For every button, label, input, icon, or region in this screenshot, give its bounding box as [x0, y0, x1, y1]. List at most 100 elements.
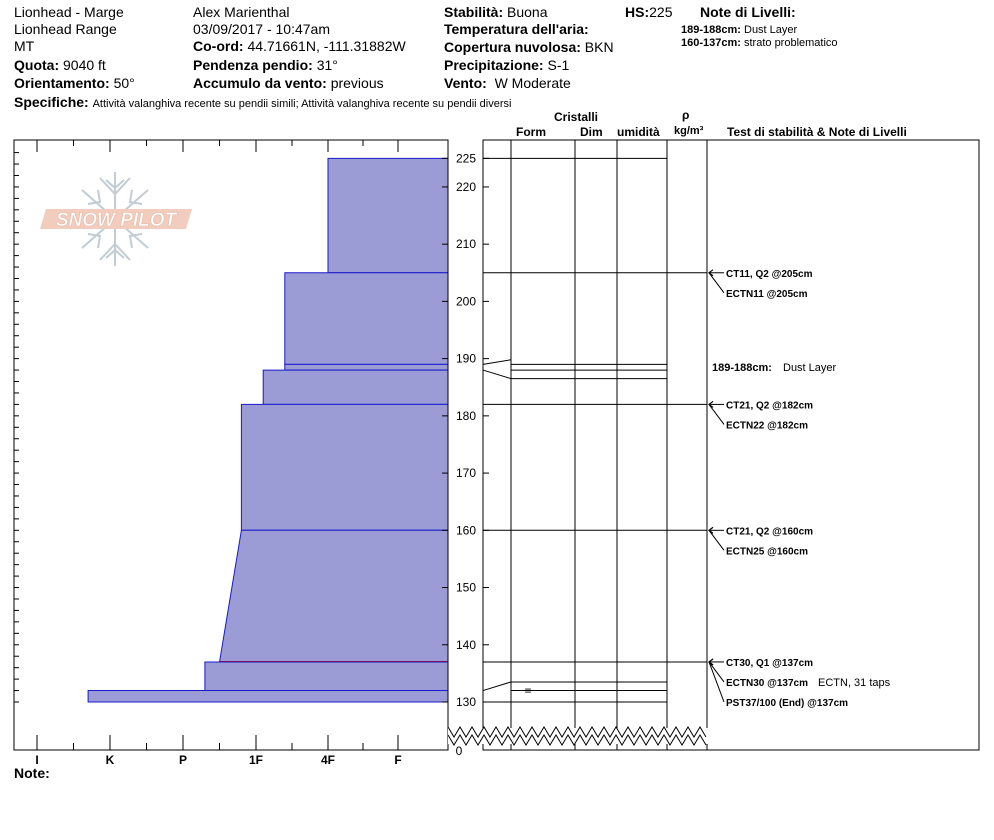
test-pointer-arrow	[708, 526, 714, 534]
observer: Alex Marienthal	[193, 4, 290, 20]
height-tick-label: 200	[456, 294, 476, 308]
state: MT	[14, 38, 35, 54]
precip-value: S-1	[547, 57, 570, 73]
hardness-profile	[87, 157, 449, 703]
wind-loading-label: Accumulo da vento:	[193, 75, 327, 91]
form-header: Form	[516, 125, 546, 139]
cloud-value: BKN	[584, 39, 614, 55]
wind-row: Vento: W Moderate	[444, 75, 571, 92]
height-tick-label: 180	[456, 409, 476, 423]
stability-row: Stabilità: Buona	[444, 4, 548, 21]
hardness-tick-label: P	[179, 753, 187, 767]
layer-note-range: 189-188cm:	[712, 362, 772, 374]
hs-row: HS:225	[625, 4, 672, 21]
stability-value: Buona	[507, 4, 548, 20]
elevation-row: Quota: 9040 ft	[14, 57, 106, 74]
coord-row: Co-ord: 44.71661N, -111.31882W	[193, 38, 406, 55]
hardness-layer	[218, 529, 449, 663]
slope-value: 31°	[316, 57, 338, 73]
specifics-value: Attività valanghiva recente su pendii si…	[92, 98, 512, 110]
hardness-layer	[262, 369, 449, 405]
layer-note-1: 189-188cm: Dust Layer	[681, 24, 797, 37]
test-label: PST37/100 (End) @137cm	[726, 698, 848, 709]
layer-note-2-range: 160-137cm:	[681, 37, 741, 49]
wind-loading-value: previous	[330, 75, 384, 91]
layer-boundaries: =	[482, 157, 667, 703]
test-label: ECTN22 @182cm	[726, 420, 808, 431]
layer-note-1-text: Dust Layer	[744, 24, 798, 36]
axis-break	[447, 726, 708, 746]
hardness-frame	[13, 139, 449, 751]
aspect-label: Orientamento:	[14, 75, 110, 91]
precip-row: Precipitazione: S-1	[444, 57, 569, 74]
specifics-label: Specifiche:	[14, 94, 89, 110]
height-tick-label: 150	[456, 581, 476, 595]
slope-label: Pendenza pendio:	[193, 57, 313, 73]
layer-note-1-range: 189-188cm:	[681, 24, 741, 36]
crystals-header: Cristalli	[554, 110, 599, 124]
chart-frames	[13, 139, 980, 751]
hs-label: HS:	[625, 4, 650, 20]
test-label: ECTN25 @160cm	[726, 546, 808, 557]
hardness-tick-label: F	[394, 753, 401, 767]
test-pointer-line	[708, 404, 725, 425]
datetime: 03/09/2017 - 10:47am	[193, 21, 330, 37]
height-tick-label: 140	[456, 638, 476, 652]
height-tick-label: 190	[456, 352, 476, 366]
density-unit-header: kg/m³	[674, 125, 704, 137]
hardness-tick-label: 1F	[249, 753, 263, 767]
elevation-value: 9040 ft	[63, 57, 106, 73]
hardness-layer	[87, 690, 449, 703]
stability-label: Stabilità:	[444, 4, 504, 20]
logo-banner	[40, 209, 192, 229]
test-label: ECTN30 @137cm	[726, 678, 808, 689]
tests-notes-header: Test di stabilità & Note di Livelli	[727, 125, 907, 139]
grain-form-symbol: =	[524, 684, 531, 698]
axis-break-zigzag	[447, 734, 707, 746]
elevation-label: Quota:	[14, 57, 60, 73]
height-tick-label: 130	[456, 695, 476, 709]
test-label: CT30, Q1 @137cm	[726, 658, 813, 669]
air-temp-label: Temperatura dell'aria:	[444, 21, 589, 37]
note-label: Note:	[14, 765, 50, 781]
location: Lionhead - Marge	[14, 4, 124, 20]
hardness-tick-label: K	[106, 753, 115, 767]
hardness-layer	[204, 661, 449, 692]
axis-break-zigzag	[447, 726, 707, 738]
height-tick-label: 210	[456, 237, 476, 251]
test-pointer-line	[708, 661, 725, 703]
logo-text: SNOW PILOT	[56, 210, 178, 231]
coord-value: 44.71661N, -111.31882W	[247, 38, 406, 54]
test-pointer-arrow	[708, 269, 714, 277]
height-tick-label: 220	[456, 180, 476, 194]
wind-loading-row: Accumulo da vento: previous	[193, 75, 384, 92]
layer-note-2-text: strato problematico	[744, 37, 838, 49]
layers-frame	[482, 139, 980, 751]
test-pointer-arrow	[708, 401, 714, 408]
height-zero-label: 0	[456, 744, 463, 758]
hardness-layer	[327, 157, 449, 274]
precip-label: Precipitazione:	[444, 57, 544, 73]
cloud-row: Copertura nuvolosa: BKN	[444, 39, 614, 56]
test-label: CT21, Q2 @160cm	[726, 526, 813, 537]
wind-label: Vento:	[444, 75, 487, 91]
hardness-tick-label: 4F	[321, 753, 335, 767]
air-temp-row: Temperatura dell'aria:	[444, 21, 589, 38]
height-tick-label: 160	[456, 523, 476, 537]
layer-connector	[482, 359, 512, 365]
height-tick-label: 170	[456, 466, 476, 480]
test-pointer-line	[708, 530, 725, 551]
test-label: ECTN11 @205cm	[726, 289, 808, 300]
layer-connector	[482, 369, 512, 380]
coord-label: Co-ord:	[193, 38, 244, 54]
cloud-label: Copertura nuvolosa:	[444, 39, 581, 55]
aspect-row: Orientamento: 50°	[14, 75, 135, 92]
layer-notes-title: Note di Livelli:	[700, 4, 796, 20]
hardness-layer	[284, 272, 449, 365]
wind-value: W Moderate	[494, 75, 571, 91]
hardness-layer	[284, 363, 449, 371]
test-label: CT11, Q2 @205cm	[726, 269, 813, 280]
layer-connector	[482, 681, 512, 692]
layer-note-2: 160-137cm: strato problematico	[681, 37, 838, 50]
